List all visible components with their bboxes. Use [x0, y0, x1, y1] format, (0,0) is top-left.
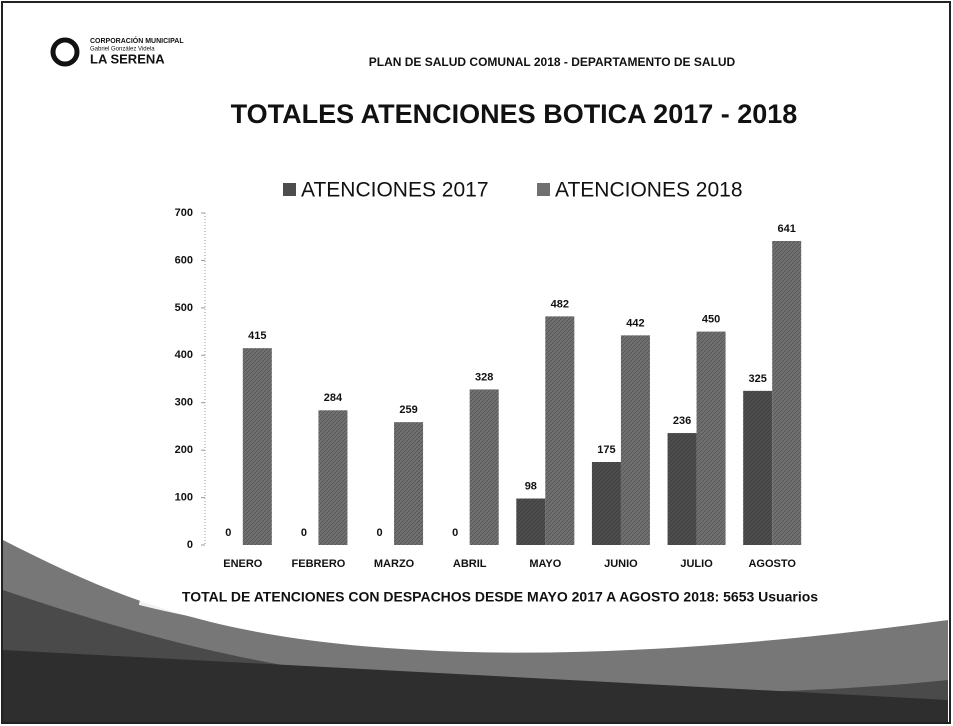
logo — [50, 37, 80, 67]
y-tick-label: 600 — [175, 254, 193, 266]
x-tick-label: FEBRERO — [292, 558, 346, 570]
data-label: 415 — [248, 330, 266, 342]
data-label: 325 — [749, 373, 767, 385]
x-tick-label: JULIO — [680, 558, 713, 570]
y-tick-label: 300 — [175, 397, 193, 409]
bar-texture — [516, 498, 546, 545]
data-label: 284 — [324, 392, 343, 404]
data-label: 259 — [399, 404, 417, 416]
y-tick-label: 500 — [175, 302, 193, 314]
data-label: 0 — [452, 527, 458, 539]
x-tick-label: ABRIL — [453, 558, 487, 570]
bar-texture — [743, 390, 773, 545]
data-label: 0 — [225, 527, 231, 539]
x-tick-label: MARZO — [374, 558, 415, 570]
x-tick-label: JUNIO — [604, 558, 638, 570]
header-subtitle: PLAN DE SALUD COMUNAL 2018 - DEPARTAMENT… — [369, 55, 736, 69]
data-label: 175 — [597, 444, 615, 456]
bar-texture — [469, 389, 499, 545]
legend-label: ATENCIONES 2018 — [555, 179, 743, 202]
y-tick-label: 700 — [175, 207, 193, 219]
y-tick-label: 400 — [175, 349, 193, 361]
legend-label: ATENCIONES 2017 — [301, 179, 489, 202]
data-label: 328 — [475, 371, 493, 383]
bar-texture — [772, 240, 802, 546]
photo-strip — [3, 540, 949, 722]
data-label: 442 — [626, 317, 644, 329]
bar-texture — [394, 422, 424, 545]
bar-texture — [667, 433, 697, 545]
legend-swatch — [537, 183, 550, 196]
y-tick-label: 0 — [187, 539, 193, 551]
bar-texture — [545, 316, 575, 545]
y-tick-label: 100 — [175, 491, 193, 503]
org-name: LA SERENA — [90, 51, 165, 66]
x-tick-label: MAYO — [529, 558, 561, 570]
data-label: 450 — [702, 313, 720, 325]
y-tick-label: 200 — [175, 444, 193, 456]
data-label: 236 — [673, 415, 691, 427]
org-line2: Gabriel González Videla — [90, 47, 155, 53]
bar-texture — [242, 348, 272, 545]
data-label: 641 — [778, 223, 796, 235]
x-tick-label: AGOSTO — [748, 558, 796, 570]
bar-texture — [696, 331, 726, 545]
bar-texture — [591, 462, 621, 545]
bar-texture — [318, 410, 348, 545]
data-label: 482 — [551, 298, 569, 310]
data-label: 98 — [525, 480, 537, 492]
legend-swatch — [283, 183, 296, 196]
annotation: TOTAL DE ATENCIONES CON DESPACHOS DESDE … — [182, 589, 818, 605]
data-label: 0 — [377, 527, 383, 539]
data-label: 0 — [301, 527, 307, 539]
org-line1: CORPORACIÓN MUNICIPAL — [90, 36, 184, 45]
bar-texture — [620, 335, 650, 545]
chart-title: TOTALES ATENCIONES BOTICA 2017 - 2018 — [231, 99, 798, 129]
x-tick-label: ENERO — [223, 558, 263, 570]
